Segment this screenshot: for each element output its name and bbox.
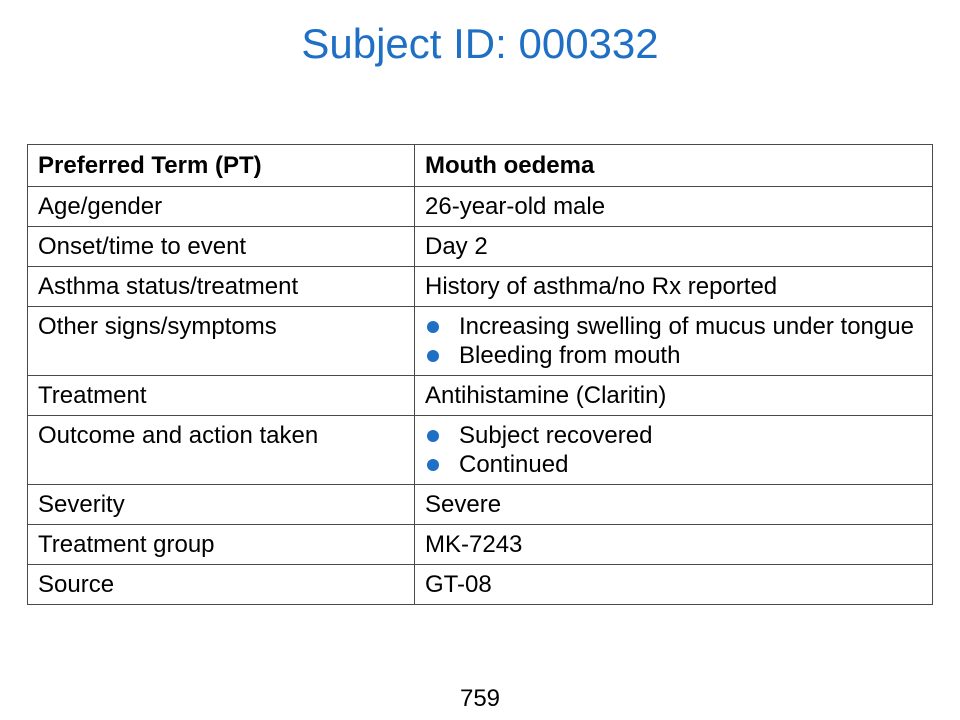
row-value: Increasing swelling of mucus under tongu… [414, 306, 933, 376]
row-label: Severity [27, 484, 415, 525]
bullet-icon [427, 459, 439, 471]
bullet-text: Bleeding from mouth [459, 342, 681, 369]
row-value: 26-year-old male [414, 186, 933, 227]
table-row: Treatment Antihistamine (Claritin) [27, 375, 933, 416]
bullet-item: Bleeding from mouth [425, 341, 922, 370]
table-row: Outcome and action taken Subject recover… [27, 415, 933, 485]
table-row: Severity Severe [27, 484, 933, 525]
bullet-text: Increasing swelling of mucus under tongu… [459, 313, 914, 340]
table-row: Age/gender 26-year-old male [27, 186, 933, 227]
row-label: Outcome and action taken [27, 415, 415, 485]
row-label: Other signs/symptoms [27, 306, 415, 376]
table-row: Treatment group MK-7243 [27, 524, 933, 565]
bullet-icon [427, 321, 439, 333]
table-row: Source GT-08 [27, 564, 933, 605]
bullet-text: Subject recovered [459, 422, 653, 449]
row-label: Onset/time to event [27, 226, 415, 267]
bullet-text: Continued [459, 451, 569, 478]
row-label: Asthma status/treatment [27, 266, 415, 307]
table-header-row: Preferred Term (PT) Mouth oedema [27, 144, 933, 187]
row-value: Subject recovered Continued [414, 415, 933, 485]
row-label: Treatment [27, 375, 415, 416]
header-value-cell: Mouth oedema [414, 144, 933, 187]
slide-title: Subject ID: 000332 [301, 20, 659, 67]
row-label: Age/gender [27, 186, 415, 227]
bullet-icon [427, 350, 439, 362]
table-row: Other signs/symptoms Increasing swelling… [27, 306, 933, 376]
bullet-list: Increasing swelling of mucus under tongu… [425, 312, 922, 370]
row-label: Source [27, 564, 415, 605]
bullet-item: Continued [425, 450, 922, 479]
row-value: Antihistamine (Claritin) [414, 375, 933, 416]
row-value: MK-7243 [414, 524, 933, 565]
table-row: Asthma status/treatment History of asthm… [27, 266, 933, 307]
bullet-item: Subject recovered [425, 421, 922, 450]
page-number: 759 [459, 685, 501, 712]
row-value: History of asthma/no Rx reported [414, 266, 933, 307]
row-value: Day 2 [414, 226, 933, 267]
header-label-cell: Preferred Term (PT) [27, 144, 415, 187]
row-value: Severe [414, 484, 933, 525]
row-label: Treatment group [27, 524, 415, 565]
bullet-list: Subject recovered Continued [425, 421, 922, 479]
bullet-icon [427, 430, 439, 442]
table-row: Onset/time to event Day 2 [27, 226, 933, 267]
row-value: GT-08 [414, 564, 933, 605]
bullet-item: Increasing swelling of mucus under tongu… [425, 312, 922, 341]
adverse-event-table: Preferred Term (PT) Mouth oedema Age/gen… [27, 144, 933, 605]
